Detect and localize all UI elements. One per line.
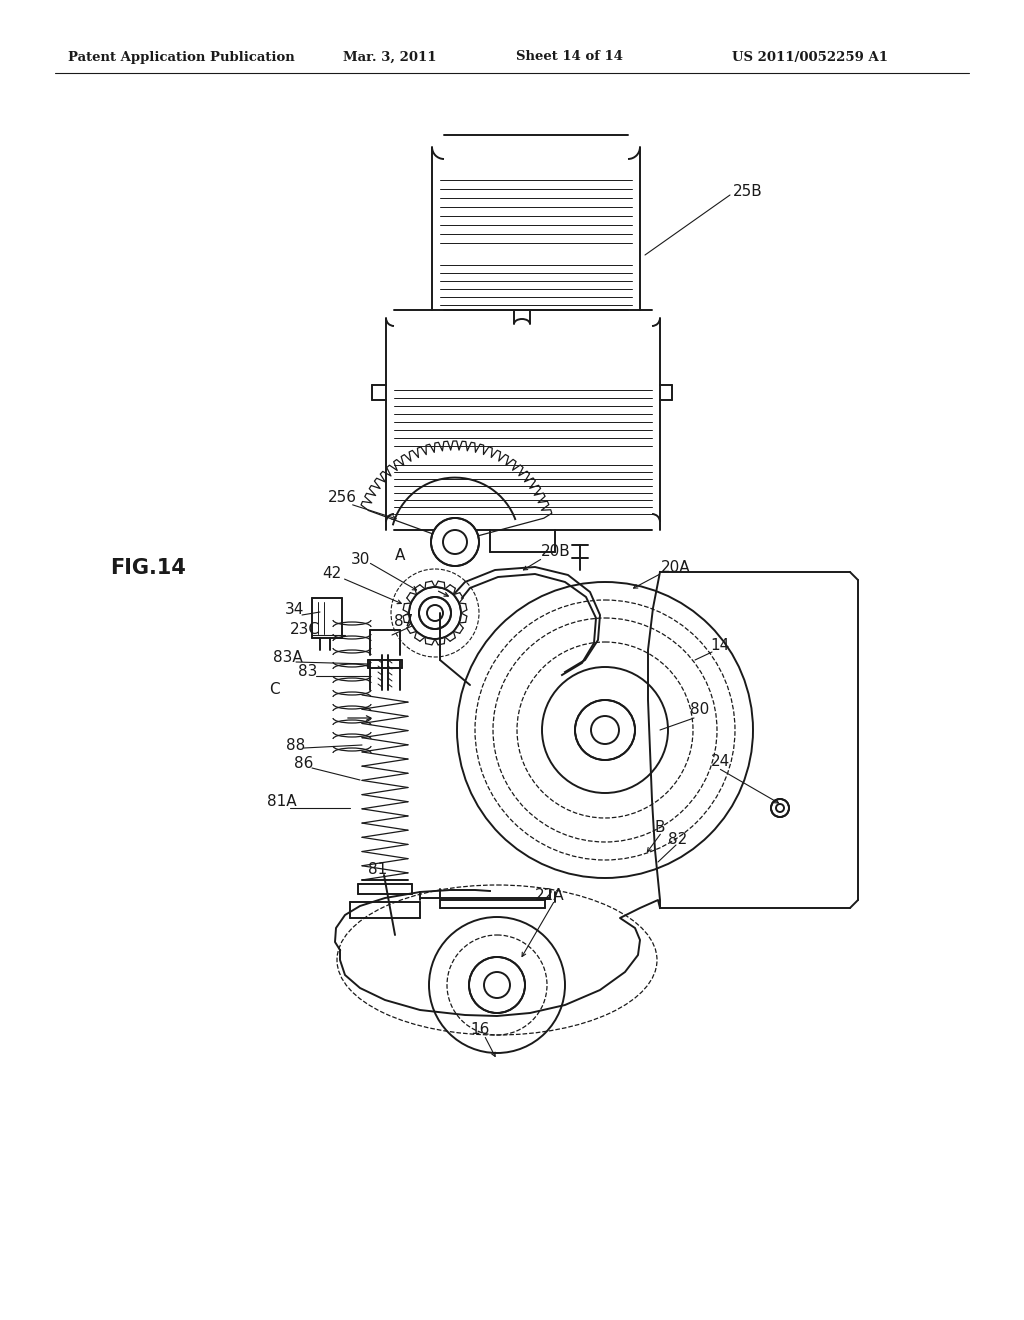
Text: 24: 24 [711, 755, 730, 770]
Text: 23C: 23C [290, 623, 319, 638]
Text: 16: 16 [470, 1023, 489, 1038]
Circle shape [419, 597, 451, 630]
Text: 30: 30 [350, 552, 370, 566]
Text: 82: 82 [669, 833, 688, 847]
Text: A: A [395, 548, 406, 562]
Circle shape [575, 700, 635, 760]
Text: 20B: 20B [541, 544, 570, 560]
Text: FIG.14: FIG.14 [110, 558, 186, 578]
Text: 20A: 20A [662, 560, 691, 574]
Text: 87: 87 [394, 615, 414, 630]
Text: Patent Application Publication: Patent Application Publication [68, 50, 295, 63]
Text: B: B [654, 821, 666, 836]
Text: 42: 42 [323, 565, 342, 581]
Text: 81A: 81A [267, 795, 297, 809]
Text: 80: 80 [690, 702, 710, 718]
Text: 81: 81 [369, 862, 388, 878]
Text: 83: 83 [298, 664, 317, 680]
Text: 88: 88 [287, 738, 305, 752]
Text: 86: 86 [294, 755, 313, 771]
Text: US 2011/0052259 A1: US 2011/0052259 A1 [732, 50, 888, 63]
Text: 25B: 25B [733, 185, 763, 199]
Text: 14: 14 [711, 638, 730, 652]
Text: Sheet 14 of 14: Sheet 14 of 14 [516, 50, 624, 63]
Circle shape [431, 517, 479, 566]
Text: 22A: 22A [536, 887, 565, 903]
Text: 256: 256 [328, 490, 356, 504]
Text: 34: 34 [285, 602, 304, 618]
Circle shape [469, 957, 525, 1012]
Text: Mar. 3, 2011: Mar. 3, 2011 [343, 50, 437, 63]
Circle shape [771, 799, 790, 817]
Text: C: C [268, 682, 280, 697]
Text: 83A: 83A [273, 651, 303, 665]
